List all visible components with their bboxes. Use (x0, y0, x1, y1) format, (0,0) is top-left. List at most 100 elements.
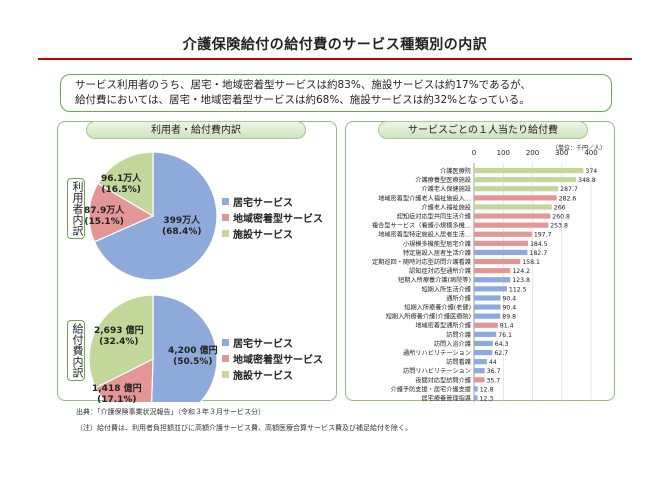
bar (474, 213, 551, 219)
category-label: 訪問介護 (446, 331, 472, 339)
category-label: 短期入所療養介護(老健) (404, 303, 471, 311)
pie-slice-facility (88, 294, 154, 389)
bar-value-label: 184.5 (530, 241, 548, 248)
bar (474, 222, 549, 228)
page-title: 介護保険給付の給付費のサービス種類別の内訳 (182, 37, 488, 53)
legend-item-community: 地域密着型サービス (222, 351, 323, 366)
category-label: 地域密着型介護老人福祉施設入… (378, 194, 471, 202)
bar (474, 359, 487, 365)
bar (474, 258, 521, 265)
bar (474, 322, 498, 328)
pie-slice-community (88, 182, 155, 243)
x-tick-label: 0 (472, 149, 476, 157)
bar-value-label: 12.8 (480, 386, 494, 393)
source-note: 出典：「介護保険事業状況報告」（令和３年３月サービス分） (76, 408, 265, 416)
pie1-home-label: 399万人 (68.4%) (162, 216, 202, 237)
bar-value-label: 253.8 (550, 223, 568, 230)
pie2-legend: 居宅サービス 地域密着型サービス 施設サービス (222, 335, 323, 383)
bar-value-label: 36.7 (487, 368, 501, 375)
legend-item-community: 地域密着型サービス (222, 210, 323, 225)
category-label: 通所リハビリテーション (403, 349, 471, 357)
bar-value-label: 90.4 (502, 295, 516, 302)
bar (474, 167, 584, 174)
pie2-facility-label: 2,693 億円 (32.4%) (94, 326, 144, 347)
bar-value-label: 64.3 (495, 341, 509, 348)
category-label: 通所介護 (446, 294, 472, 302)
category-label: 訪問入浴介護 (434, 340, 472, 348)
bar (474, 368, 485, 374)
left-panel-header: 利用者・給付費内訳 (86, 121, 306, 139)
bar-value-label: 158.1 (522, 259, 540, 266)
bar (474, 304, 501, 310)
category-label: 認知症対応型通所介護 (409, 267, 472, 275)
category-label: 居宅療養管理指導 (422, 394, 472, 402)
bar (474, 340, 493, 347)
category-label: 介護医療院 (440, 167, 471, 175)
x-tick-label: 400 (584, 149, 597, 157)
bar-value-label: 62.7 (494, 350, 508, 357)
bar-value-label: 123.8 (512, 277, 530, 284)
bar (474, 377, 485, 383)
bar-value-label: 374 (585, 168, 597, 175)
x-tick-label: 200 (526, 149, 539, 157)
pie2-community-label: 1,418 億円 (17.1%) (92, 384, 142, 405)
bar-value-label: 35.7 (486, 377, 500, 384)
bar (474, 395, 478, 401)
unit-label: （単位：千円／人） (551, 145, 606, 152)
bar (474, 386, 478, 392)
right-panel-header: サービスごとの１人当たり給付費 (378, 121, 588, 139)
bar (474, 177, 577, 183)
category-label: 認知症対応型共同生活介護 (397, 212, 472, 220)
bar (474, 286, 507, 292)
category-label: 介護療養型医療施設 (415, 176, 471, 184)
x-tick-label: 100 (497, 149, 510, 157)
bar (474, 295, 501, 301)
cost-pie-chart (88, 294, 218, 402)
bar (474, 349, 493, 356)
bar-value-label: 266 (554, 204, 566, 211)
summary-line-2: 給付費においては、居宅・地域密着型サービスは約68%、施設サービスは約32%とな… (75, 94, 530, 106)
legend-item-home: 居宅サービス (222, 335, 323, 350)
pie-slice-home (93, 151, 218, 281)
bar (474, 186, 559, 192)
bar (474, 313, 501, 319)
title-rule (38, 58, 632, 60)
category-label: 訪問リハビリテーション (403, 367, 471, 375)
users-breakdown-label: 利用者内訳 (67, 178, 85, 239)
bar (474, 331, 497, 337)
cost-breakdown-label: 給付費内訳 (67, 320, 85, 381)
category-label: 短期入所生活介護 (422, 285, 472, 293)
bar (474, 277, 511, 283)
bar (474, 195, 557, 201)
pie-slice-community (94, 358, 154, 402)
category-label: 介護老人保健施設 (422, 185, 472, 193)
pie1-community-label: 87.9万人 (15.1%) (84, 206, 125, 227)
bar-value-label: 76.1 (498, 332, 512, 339)
category-label: 定期巡回・随時対応型訪問介護看護 (372, 258, 472, 266)
per-capita-bar-chart: 0 100 200 300 400 介護医療院 374 介護療養型医療施設 348.8 介護老人保… (372, 149, 598, 402)
category-label: 訪問看護 (446, 358, 472, 366)
bar-value-label: 282.6 (559, 195, 577, 202)
bar-value-label: 348.8 (578, 177, 596, 184)
bar (474, 249, 528, 256)
bar-value-label: 81.4 (500, 323, 514, 330)
category-label: 夜間対応型訪問介護 (415, 376, 471, 384)
bar (474, 268, 511, 274)
legend-item-home: 居宅サービス (222, 194, 323, 209)
category-label: 特定施設入居者生活介護 (403, 249, 472, 257)
right-panel: サービスごとの１人当たり給付費 （単位：千円／人） 0 100 200 300 400 介… (345, 121, 615, 402)
pie1-facility-label: 96.1万人 (16.5%) (101, 174, 142, 195)
bar-value-label: 44 (489, 359, 497, 366)
bar (474, 231, 532, 237)
category-label: 地域密着型特定施設入居者生活… (378, 231, 471, 239)
category-label: 介護老人福祉施設 (422, 203, 472, 211)
bar-value-label: 197.7 (534, 232, 552, 239)
category-label: 小規模多機能型居宅介護 (403, 240, 472, 248)
bar-value-label: 12.3 (480, 395, 494, 402)
bar (474, 240, 528, 246)
category-label: 短期入所療養介護(病院等) (398, 276, 471, 284)
x-tick-label: 300 (555, 149, 568, 157)
footnote: （注）給付費は、利用者負担額並びに高額介護サービス費、高額医療合算サービス費及び… (76, 424, 412, 432)
bar-value-label: 260.8 (552, 213, 570, 220)
pie-slice-home (151, 294, 218, 402)
